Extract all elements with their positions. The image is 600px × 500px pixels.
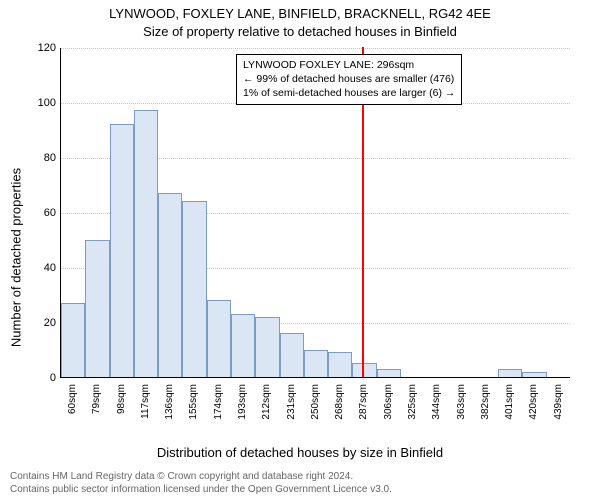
x-tick-label: 382sqm xyxy=(480,384,491,434)
histogram-bar xyxy=(182,201,206,377)
x-tick-label: 363sqm xyxy=(456,384,467,434)
y-axis-label: Number of detached properties xyxy=(9,158,24,358)
histogram-bar xyxy=(134,110,158,377)
x-tick-label: 439sqm xyxy=(553,384,564,434)
x-tick-label: 420sqm xyxy=(528,384,539,434)
chart-title-line1: LYNWOOD, FOXLEY LANE, BINFIELD, BRACKNEL… xyxy=(0,6,600,21)
x-tick-label: 193sqm xyxy=(237,384,248,434)
x-tick-label: 250sqm xyxy=(310,384,321,434)
annotation-line1: LYNWOOD FOXLEY LANE: 296sqm xyxy=(243,58,455,72)
x-tick-label: 155sqm xyxy=(188,384,199,434)
footer-line1: Contains HM Land Registry data © Crown c… xyxy=(10,471,392,484)
x-tick-label: 306sqm xyxy=(383,384,394,434)
x-tick-label: 344sqm xyxy=(431,384,442,434)
x-tick-label: 117sqm xyxy=(140,384,151,434)
x-tick-label: 98sqm xyxy=(116,384,127,434)
y-tick-label: 120 xyxy=(31,42,56,54)
y-tick-label: 40 xyxy=(31,262,56,274)
histogram-bar xyxy=(231,314,255,377)
histogram-bar xyxy=(498,369,522,377)
footer-attribution: Contains HM Land Registry data © Crown c… xyxy=(10,471,392,496)
annotation-line2: ← 99% of detached houses are smaller (47… xyxy=(243,72,455,86)
x-tick-label: 268sqm xyxy=(334,384,345,434)
x-tick-label: 60sqm xyxy=(67,384,78,434)
histogram-bar xyxy=(158,193,182,377)
histogram-bar xyxy=(377,369,401,377)
x-tick-label: 401sqm xyxy=(504,384,515,434)
y-tick-label: 60 xyxy=(31,207,56,219)
y-tick-label: 20 xyxy=(31,317,56,329)
x-tick-label: 287sqm xyxy=(358,384,369,434)
y-tick-label: 80 xyxy=(31,152,56,164)
x-tick-label: 231sqm xyxy=(286,384,297,434)
histogram-bar xyxy=(110,124,134,377)
chart-container: LYNWOOD, FOXLEY LANE, BINFIELD, BRACKNEL… xyxy=(0,0,600,500)
y-tick-label: 0 xyxy=(31,372,56,384)
histogram-bar xyxy=(352,363,376,377)
y-tick-label: 100 xyxy=(31,97,56,109)
histogram-bar xyxy=(61,303,85,377)
x-tick-label: 212sqm xyxy=(261,384,272,434)
x-tick-label: 136sqm xyxy=(164,384,175,434)
x-tick-label: 174sqm xyxy=(213,384,224,434)
plot-area: 02040608010012060sqm79sqm98sqm117sqm136s… xyxy=(60,48,570,378)
histogram-bar xyxy=(328,352,352,377)
annotation-line3: 1% of semi-detached houses are larger (6… xyxy=(243,86,455,100)
histogram-bar xyxy=(522,372,546,378)
footer-line2: Contains public sector information licen… xyxy=(10,484,392,497)
histogram-bar xyxy=(255,317,279,378)
histogram-bar xyxy=(280,333,304,377)
x-axis-label: Distribution of detached houses by size … xyxy=(0,445,600,460)
histogram-bar xyxy=(304,350,328,378)
x-tick-label: 325sqm xyxy=(407,384,418,434)
annotation-box: LYNWOOD FOXLEY LANE: 296sqm ← 99% of det… xyxy=(236,54,462,105)
histogram-bar xyxy=(85,240,109,378)
gridline xyxy=(61,48,570,49)
histogram-bar xyxy=(207,300,231,377)
chart-title-line2: Size of property relative to detached ho… xyxy=(0,24,600,39)
x-tick-label: 79sqm xyxy=(91,384,102,434)
